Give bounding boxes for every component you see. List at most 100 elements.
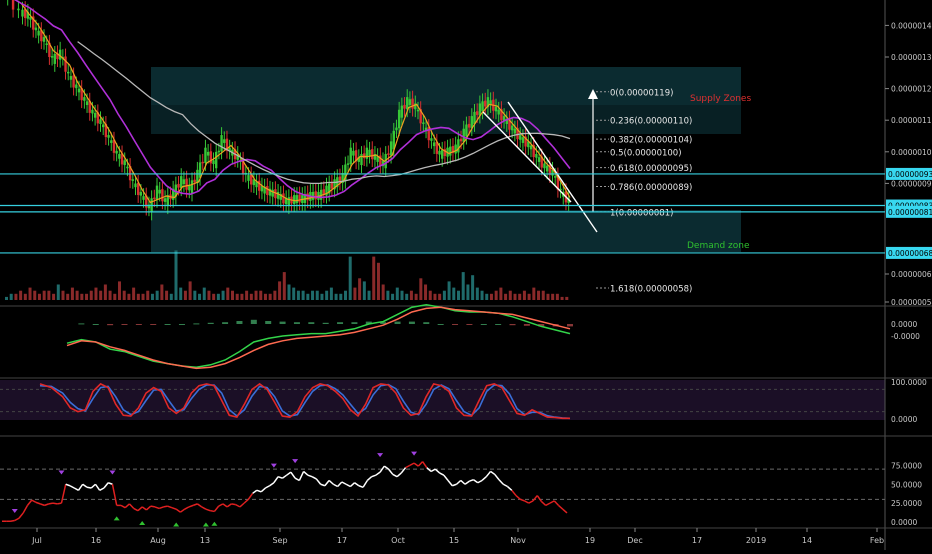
volume-bar (433, 293, 437, 300)
rsi-segment (294, 477, 300, 482)
volume-bar (19, 290, 23, 300)
stoch-k-line (39, 382, 570, 420)
candle-body (147, 204, 151, 209)
macd-histogram-bar (365, 321, 372, 324)
rsi-segment (179, 508, 186, 513)
rsi-segment (52, 502, 58, 505)
candle-body (362, 153, 366, 159)
rsi-segment (82, 483, 88, 488)
rsi-segment (124, 503, 130, 509)
candle-body (470, 116, 473, 129)
price-axis[interactable]: 0.00000140 0.00000130 0.00000120 0.00000110… (885, 21, 932, 527)
candle-body (306, 193, 309, 201)
rsi-segment (477, 479, 483, 484)
candle-body (513, 128, 517, 134)
rsi-segment (528, 500, 534, 504)
volume-bar (183, 290, 187, 300)
volume-bar (249, 293, 253, 300)
candle-body (142, 196, 145, 200)
rsi-segment (396, 472, 402, 478)
volume-bar (70, 287, 74, 300)
rsi-segment (562, 508, 568, 514)
candle-body (185, 178, 188, 190)
volume-bar (259, 290, 263, 300)
time-label: 15 (449, 536, 459, 545)
rsi-segment (409, 462, 415, 467)
zones-layer (0, 67, 885, 420)
rsi-segment (145, 505, 152, 511)
rsi-segment (99, 487, 105, 491)
candle-body (17, 8, 20, 11)
rsi-segment (57, 502, 62, 505)
time-label: Oct (391, 536, 405, 545)
candle-body (72, 75, 75, 88)
rsi-segment (421, 461, 428, 469)
volume-bar (188, 281, 192, 300)
volume-bar (278, 281, 282, 300)
volume-bar (85, 293, 89, 300)
macd-histogram-bar (452, 324, 459, 325)
price-badge-label: 0.00000068 (888, 249, 932, 258)
macd-histogram-bar (509, 324, 516, 326)
macd-signal-line (66, 306, 571, 370)
candle-body (346, 163, 350, 165)
candle-body (419, 109, 422, 124)
rsi-segment (520, 498, 525, 502)
volume-bar (150, 293, 154, 300)
supply-zone-lower (151, 105, 741, 134)
volume-bar (132, 287, 136, 300)
candle-body (457, 139, 460, 153)
volume-bar (245, 290, 249, 300)
channel-layer (482, 89, 598, 233)
rsi-segment (481, 476, 487, 482)
volume-bar (480, 290, 484, 300)
volume-bar (80, 293, 84, 300)
horizontal-levels-layer[interactable] (0, 173, 885, 254)
volume-bar (165, 290, 169, 300)
rsi-segment (426, 467, 432, 472)
rsi-peak-marker (377, 453, 384, 458)
rsi-segment (439, 472, 445, 476)
rsi-segment (260, 487, 266, 493)
time-axis[interactable]: Jul 16 Aug 13 Sep 17 Oct 15 Nov 19 Dec 17 2019 14 Feb (31, 528, 884, 545)
volume-bar (202, 287, 206, 300)
candle-body (384, 154, 387, 169)
channel-upper-line[interactable] (482, 111, 572, 203)
candle-body (249, 174, 253, 185)
volume-bar (424, 284, 428, 300)
candle-body (263, 186, 266, 194)
supply-zone-upper (151, 67, 741, 105)
candle-body (128, 166, 132, 181)
rsi-segment (94, 483, 101, 491)
candle-body (352, 150, 355, 156)
candle-body (32, 16, 35, 30)
candle-body (174, 184, 178, 197)
fibonacci-layer[interactable]: 0(0.00000119) 0.236(0.00000110) 0.382(0.00… (596, 88, 692, 295)
candle-body (23, 9, 27, 19)
macd-histogram-bar (567, 324, 573, 327)
macd-histogram-bar (92, 324, 99, 325)
volume-bar (485, 293, 489, 300)
candle-body (42, 37, 46, 42)
rsi-segment (205, 508, 211, 512)
candle-body (416, 109, 420, 112)
candle-body (314, 191, 317, 200)
candle-body (258, 180, 261, 191)
channel-lower-line[interactable] (507, 101, 598, 233)
volume-bar (381, 284, 385, 300)
candle-body (489, 100, 492, 106)
candle-body (441, 149, 444, 159)
candle-body (298, 194, 301, 203)
candle-body (163, 198, 167, 202)
candle-body (554, 176, 557, 178)
rsi-segment (452, 483, 457, 487)
candle-body (69, 76, 73, 80)
candle-body (182, 179, 186, 185)
candle-body (443, 149, 447, 157)
macd-histogram-bar (279, 321, 286, 324)
candle-body (29, 17, 32, 20)
volume-bar (198, 293, 202, 300)
candle-body (282, 193, 285, 204)
